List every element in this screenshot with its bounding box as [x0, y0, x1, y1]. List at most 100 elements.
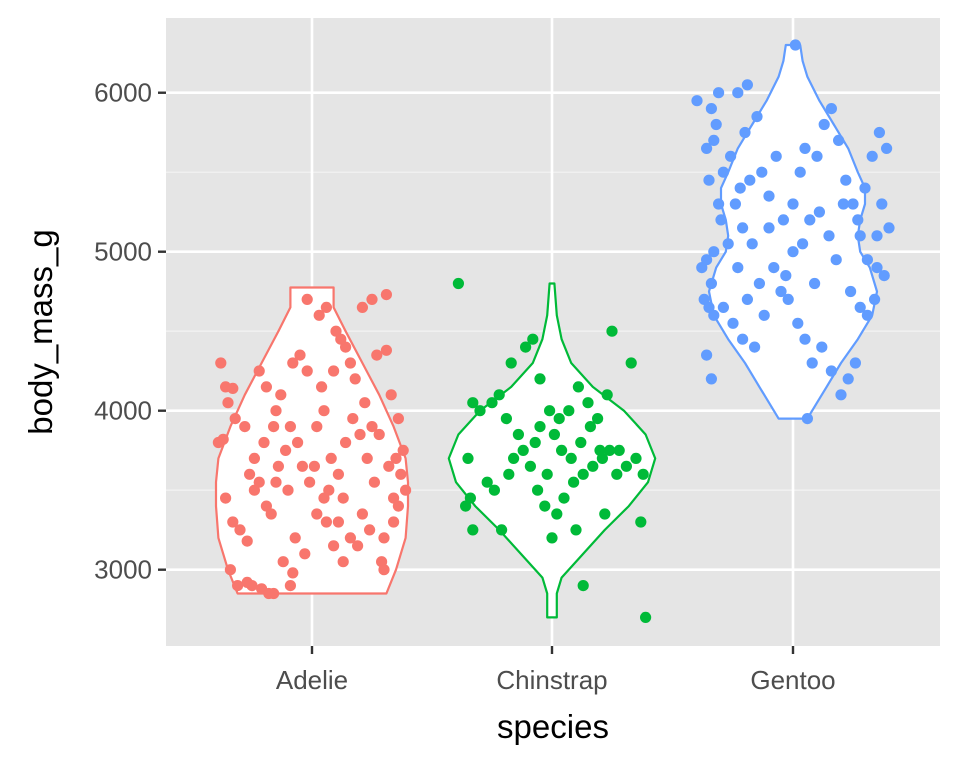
data-point-adelie [320, 516, 332, 528]
data-point-gentoo [787, 198, 799, 210]
data-point-chinstrap [527, 333, 539, 345]
data-point-adelie [364, 524, 376, 536]
y-axis-title: body_mass_g [22, 229, 59, 434]
data-point-adelie [392, 413, 404, 425]
data-point-gentoo [809, 277, 821, 290]
data-point-adelie [371, 349, 383, 361]
data-point-adelie [217, 433, 229, 445]
data-point-gentoo [854, 230, 866, 242]
data-point-adelie [356, 508, 368, 520]
data-point-gentoo [799, 142, 811, 154]
data-point-chinstrap [534, 421, 546, 433]
data-point-gentoo [806, 357, 818, 369]
data-point-gentoo [835, 389, 847, 401]
data-point-adelie [328, 365, 340, 377]
data-point-adelie [390, 452, 402, 464]
data-point-gentoo [741, 293, 754, 305]
data-point-chinstrap [512, 428, 525, 441]
data-point-adelie [248, 452, 260, 464]
data-point-gentoo [734, 182, 746, 194]
data-point-adelie [378, 532, 390, 544]
data-point-adelie [246, 580, 258, 592]
data-point-adelie [294, 349, 306, 361]
x-axis-title: species [497, 708, 609, 745]
data-point-gentoo [797, 238, 809, 250]
data-point-chinstrap [486, 397, 498, 409]
data-point-chinstrap [544, 405, 556, 417]
data-point-adelie [400, 484, 412, 496]
data-point-chinstrap [520, 341, 532, 353]
data-point-gentoo [729, 198, 742, 210]
data-point-chinstrap [613, 444, 625, 456]
data-point-chinstrap [546, 532, 558, 544]
data-point-chinstrap [532, 484, 544, 496]
data-point-adelie [292, 436, 304, 449]
data-point-adelie [361, 452, 373, 464]
data-point-gentoo [782, 293, 794, 305]
data-point-chinstrap [452, 277, 464, 290]
data-point-gentoo [799, 333, 811, 345]
data-point-gentoo [883, 222, 895, 234]
data-point-gentoo [691, 95, 703, 107]
data-point-gentoo [873, 126, 886, 139]
data-point-chinstrap [568, 476, 580, 488]
data-point-chinstrap [558, 492, 570, 504]
data-point-adelie [244, 468, 256, 480]
data-point-adelie [265, 508, 277, 520]
data-point-chinstrap [507, 452, 520, 464]
data-point-chinstrap [539, 500, 551, 512]
data-point-gentoo [811, 150, 823, 162]
data-point-chinstrap [464, 492, 476, 504]
data-point-adelie [332, 468, 344, 480]
data-point-adelie [215, 357, 227, 369]
data-point-chinstrap [577, 468, 589, 480]
data-point-chinstrap [541, 468, 553, 480]
data-point-gentoo [758, 309, 770, 321]
data-point-gentoo [751, 111, 763, 123]
data-point-adelie [395, 468, 407, 480]
data-point-adelie [373, 428, 385, 441]
y-tick-label: 4000 [94, 396, 152, 426]
data-point-gentoo [713, 198, 725, 210]
data-point-adelie [260, 381, 272, 393]
data-point-adelie [383, 460, 395, 472]
data-point-gentoo [830, 254, 842, 266]
data-point-adelie [229, 413, 241, 425]
data-point-adelie [224, 564, 236, 576]
data-point-chinstrap [611, 468, 623, 480]
data-point-adelie [268, 587, 280, 600]
data-point-adelie [388, 492, 400, 504]
data-point-adelie [301, 365, 313, 377]
data-point-adelie [277, 556, 289, 568]
data-point-adelie [318, 405, 330, 417]
data-point-adelie [366, 293, 378, 305]
data-point-adelie [359, 397, 371, 409]
data-point-chinstrap [467, 397, 479, 409]
data-point-chinstrap [553, 413, 565, 425]
data-point-adelie [347, 413, 359, 425]
data-point-chinstrap [606, 325, 618, 337]
data-point-chinstrap [481, 476, 493, 488]
data-point-gentoo [753, 277, 766, 290]
data-point-adelie [253, 365, 265, 377]
data-point-chinstrap [563, 405, 575, 417]
data-point-chinstrap [565, 452, 577, 464]
data-point-gentoo [787, 246, 799, 258]
data-point-adelie [380, 289, 392, 301]
data-point-chinstrap [503, 468, 515, 480]
data-point-adelie [280, 444, 292, 456]
data-point-gentoo [739, 126, 751, 139]
data-point-adelie [378, 564, 390, 576]
data-point-gentoo [801, 413, 814, 425]
y-tick-label: 5000 [94, 237, 152, 267]
data-point-gentoo [715, 214, 727, 226]
data-point-gentoo [789, 39, 802, 51]
data-point-adelie [287, 357, 299, 369]
data-point-gentoo [847, 198, 859, 210]
data-point-adelie [284, 580, 296, 592]
data-point-gentoo [722, 238, 734, 250]
data-point-adelie [301, 293, 313, 305]
data-point-gentoo [749, 341, 761, 353]
data-point-chinstrap [529, 436, 541, 449]
data-point-gentoo [705, 277, 718, 290]
